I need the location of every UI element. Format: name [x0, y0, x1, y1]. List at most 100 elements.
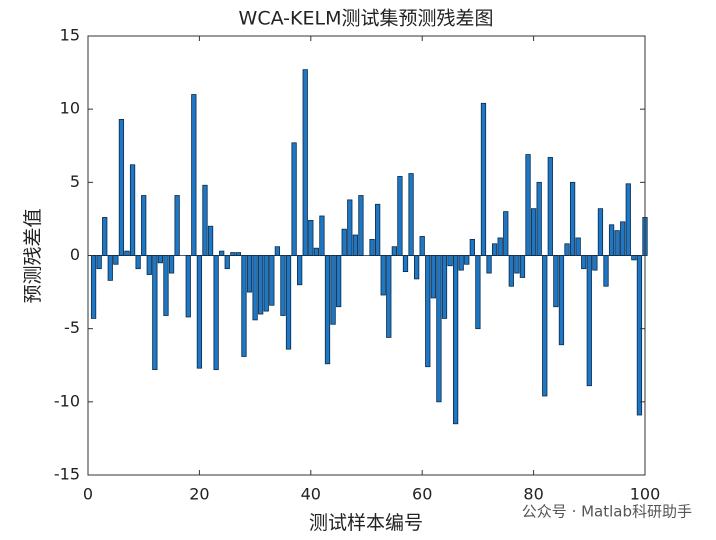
y-tick-label: -5	[64, 318, 80, 337]
bar	[352, 234, 358, 256]
bar	[113, 255, 119, 265]
x-tick-label: 80	[523, 485, 543, 504]
bar	[157, 255, 164, 264]
bar	[558, 255, 565, 346]
bar	[542, 255, 548, 397]
bar	[269, 255, 275, 306]
bar	[375, 203, 381, 256]
bar	[324, 255, 331, 365]
bar	[480, 102, 487, 256]
bar	[625, 183, 631, 256]
bar	[297, 255, 303, 286]
bar	[263, 255, 269, 312]
bar	[135, 255, 141, 270]
chart-title: WCA-KELM测试集预测残差图	[239, 8, 494, 30]
bar	[458, 255, 464, 271]
bar	[358, 195, 364, 256]
bar	[508, 255, 514, 287]
bar	[285, 255, 292, 350]
bar	[152, 255, 158, 371]
x-tick-label: 20	[189, 485, 209, 504]
y-tick-label: 0	[70, 245, 80, 264]
bar	[319, 215, 325, 256]
x-tick-label: 40	[301, 485, 321, 504]
bar	[553, 255, 559, 308]
bar	[519, 255, 526, 278]
bar	[430, 255, 436, 299]
bar	[464, 255, 470, 265]
bar	[503, 211, 509, 256]
x-tick-label: 0	[83, 485, 93, 504]
bar	[475, 255, 481, 330]
bar	[207, 225, 214, 256]
bar	[347, 199, 353, 256]
bar	[569, 181, 576, 256]
x-tick-label: 60	[412, 485, 432, 504]
bar	[341, 228, 347, 256]
bar	[603, 255, 609, 287]
bar	[608, 224, 615, 256]
bar	[525, 154, 531, 256]
bar	[163, 255, 169, 316]
bar	[514, 255, 520, 274]
bar	[107, 255, 113, 281]
y-tick-label: 10	[60, 99, 80, 118]
bar	[452, 255, 459, 425]
bar	[425, 255, 431, 368]
bar	[447, 255, 453, 267]
bar	[419, 236, 425, 256]
bar	[369, 239, 375, 256]
bar	[408, 173, 414, 256]
watermark: 公众号 · Matlab科研助手	[522, 503, 692, 521]
bar	[491, 243, 498, 256]
bar	[564, 243, 570, 256]
bar	[391, 246, 397, 256]
bar	[230, 252, 236, 256]
y-tick-label: -15	[54, 465, 80, 484]
x-tick-label: 100	[630, 485, 661, 504]
bar	[213, 255, 219, 371]
bar	[246, 255, 253, 293]
bar	[636, 255, 643, 416]
bar	[302, 69, 308, 256]
bar	[224, 255, 230, 270]
bar	[168, 255, 175, 274]
bar	[202, 184, 208, 256]
y-tick-label: 15	[60, 26, 80, 45]
bar	[308, 219, 314, 256]
y-axis-label: 预测残差值	[22, 208, 44, 303]
bar	[174, 195, 180, 256]
bar	[592, 255, 598, 271]
bar	[185, 255, 191, 318]
bar	[547, 157, 553, 256]
bar	[631, 255, 637, 261]
bar	[336, 255, 342, 308]
bar	[219, 250, 225, 256]
bar	[90, 255, 97, 319]
bar	[620, 221, 626, 256]
bar	[380, 255, 386, 296]
bar	[313, 247, 319, 256]
bar	[129, 164, 136, 256]
x-axis-label: 测试样本编号	[309, 512, 423, 534]
bar	[280, 255, 286, 316]
bar	[397, 176, 403, 256]
bar	[96, 255, 102, 270]
bar	[291, 142, 297, 256]
bar	[614, 230, 620, 256]
bar	[102, 217, 108, 256]
bar	[530, 208, 537, 256]
bar	[330, 255, 336, 325]
bar	[586, 255, 592, 387]
bar	[196, 255, 203, 369]
y-tick-label: -10	[54, 391, 80, 410]
bar	[436, 255, 442, 403]
y-tick-label: 5	[70, 172, 80, 191]
bar	[241, 255, 247, 357]
bar	[235, 252, 242, 256]
bar	[497, 237, 503, 256]
bar	[536, 181, 542, 256]
bar	[486, 255, 492, 274]
bar	[146, 255, 152, 275]
